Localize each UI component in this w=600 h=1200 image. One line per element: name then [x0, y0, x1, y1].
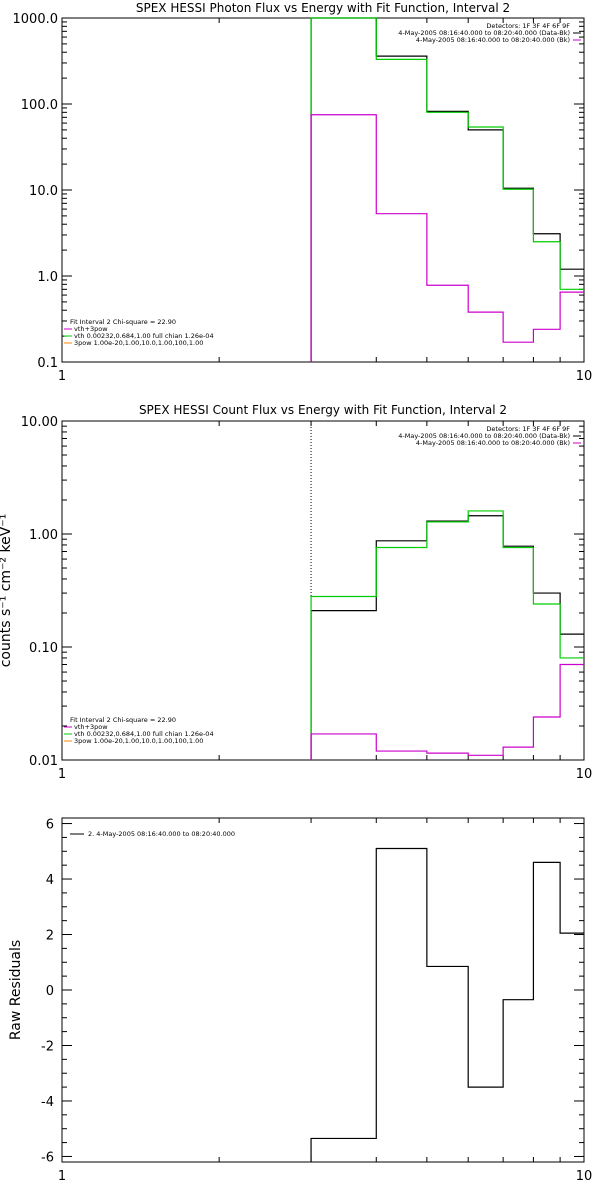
legend-left-entry: vth 0.00232,0.684,1.00 full chian 1.26e-… — [74, 332, 214, 340]
y-tick-label: 4 — [46, 873, 54, 888]
y-tick-label: 6 — [46, 818, 54, 833]
y-tick-label: -4 — [41, 1095, 54, 1110]
y-tick-label: 0.01 — [29, 754, 58, 769]
legend-left-entry: vth+3pow — [74, 723, 108, 731]
x-tick-label: 10 — [576, 369, 593, 384]
x-tick-label: 10 — [576, 767, 593, 782]
y-tick-label: 1.00 — [29, 528, 58, 543]
legend-right-entry: Detectors: 1F 3F 4F 6F 9F — [486, 22, 570, 30]
y-axis-label: Raw Residuals — [8, 940, 24, 1040]
plot-frame — [61, 420, 585, 761]
legend-left-entry: Fit Interval 2 Chi-square = 22.90 — [70, 318, 176, 326]
plot-frame — [61, 17, 585, 363]
legend-right-entry: 4-May-2005 08:16:40.000 to 08:20:40.000 … — [398, 432, 570, 440]
legend-left-entry: 3pow 1.00e-20,1.00,10.0,1.00,100,1.00 — [74, 737, 203, 745]
legend-right-entry: 4-May-2005 08:16:40.000 to 08:20:40.000 … — [416, 36, 570, 44]
series-line-1 — [310, 847, 584, 1162]
legend-right-entry: 4-May-2005 08:16:40.000 to 08:20:40.000 … — [416, 439, 570, 447]
y-axis-label: counts s⁻¹ cm⁻² keV⁻¹ — [0, 514, 14, 668]
y-tick-label: -6 — [41, 1150, 54, 1165]
y-tick-label: 1.0 — [37, 270, 58, 285]
chart-panel-2: SPEX HESSI Count Flux vs Energy with Fit… — [0, 403, 592, 782]
legend-left-entry: vth 0.00232,0.684,1.00 full chian 1.26e-… — [74, 730, 214, 738]
y-tick-label: 0 — [46, 984, 54, 999]
legend-right-entry: 4-May-2005 08:16:40.000 to 08:20:40.000 … — [398, 29, 570, 37]
series-line-3 — [310, 663, 584, 760]
plot-frame — [61, 817, 585, 1163]
series-line-1 — [310, 17, 584, 362]
y-tick-label: 2 — [46, 929, 54, 944]
chart-panel-1: SPEX HESSI Photon Flux vs Energy with Fi… — [13, 1, 593, 384]
chart-title: SPEX HESSI Count Flux vs Energy with Fit… — [139, 403, 507, 417]
y-tick-label: 1000.0 — [13, 12, 59, 27]
x-tick-label: 1 — [58, 767, 66, 782]
series-line-1 — [310, 515, 584, 760]
legend-left-entry: vth+3pow — [74, 325, 108, 333]
y-tick-label: 10.00 — [21, 415, 58, 430]
legend-left-entry: 2. 4-May-2005 08:16:40.000 to 08:20:40.0… — [88, 830, 235, 838]
y-tick-label: 100.0 — [21, 98, 58, 113]
chart-panel-3: 1 10 -6 -4 -2 0 2 4 6 Raw Residuals 2. 4-May-2005 … — [8, 817, 593, 1184]
legend-left-entry: Fit Interval 2 Chi-square = 22.90 — [70, 716, 176, 724]
series-line-2 — [310, 17, 584, 362]
series-line-3 — [310, 114, 584, 362]
x-tick-label: 1 — [58, 1169, 66, 1184]
y-tick-label: -2 — [41, 1039, 54, 1054]
legend-left-entry: 3pow 1.00e-20,1.00,10.0,1.00,100,1.00 — [74, 339, 203, 347]
x-tick-label: 1 — [58, 369, 66, 384]
y-tick-label: 0.1 — [37, 356, 58, 371]
x-tick-label: 10 — [576, 1169, 593, 1184]
y-tick-label: 0.10 — [29, 641, 58, 656]
y-tick-label: 10.0 — [29, 184, 58, 199]
chart-title: SPEX HESSI Photon Flux vs Energy with Fi… — [136, 1, 510, 15]
series-line-2 — [310, 510, 584, 760]
legend-right-entry: Detectors: 1F 3F 4F 6F 9F — [486, 425, 570, 433]
